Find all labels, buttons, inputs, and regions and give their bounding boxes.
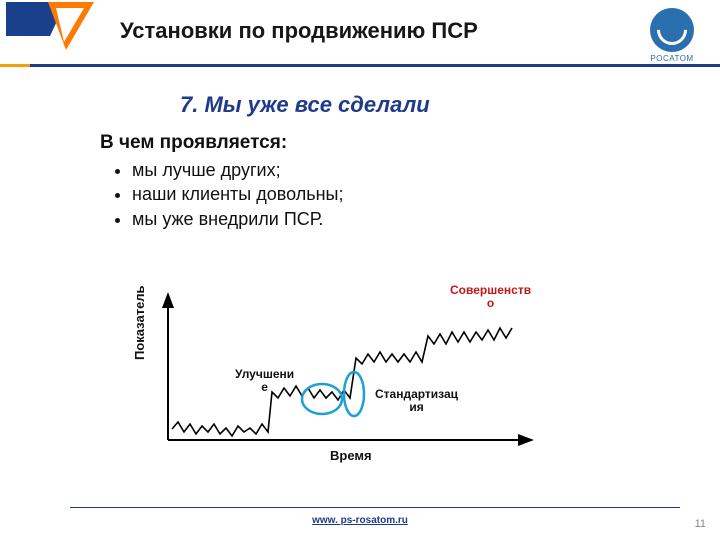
psr-logo-text: ПСР xyxy=(14,39,44,55)
chart-x-axis-label: Время xyxy=(330,448,372,463)
annot-perfect: Совершенств о xyxy=(450,284,531,309)
annot-standard: Стандартизац ия xyxy=(375,388,458,413)
lead-text: В чем проявляется: xyxy=(100,132,680,154)
chart-canvas xyxy=(160,290,540,450)
list-item: мы лучше других; xyxy=(132,158,680,182)
slide-content: 7. Мы уже все сделали В чем проявляется:… xyxy=(100,86,680,231)
rosatom-label: POCATOM xyxy=(642,54,702,63)
rosatom-logo: POCATOM xyxy=(642,8,702,63)
chart-y-axis-label: Показатель xyxy=(132,285,147,360)
improvement-chart: Показатель Время Улучшени е Стандартизац… xyxy=(150,290,570,470)
annot-improve: Улучшени е xyxy=(235,368,294,393)
slide-header: ПСР Установки по продвижению ПСР POCATOM xyxy=(0,0,720,70)
footer-link[interactable]: www. ps-rosatom.ru xyxy=(0,515,720,526)
header-rule xyxy=(0,64,720,67)
list-item: наши клиенты довольны; xyxy=(132,182,680,206)
rosatom-icon xyxy=(650,8,694,52)
psr-logo: ПСР xyxy=(6,2,96,57)
slide-subtitle: 7. Мы уже все сделали xyxy=(180,92,680,118)
page-number: 11 xyxy=(695,518,706,530)
bullet-list: мы лучше других; наши клиенты довольны; … xyxy=(108,158,680,231)
slide-title: Установки по продвижению ПСР xyxy=(120,18,478,44)
list-item: мы уже внедрили ПСР. xyxy=(132,207,680,231)
footer-rule xyxy=(70,507,680,508)
